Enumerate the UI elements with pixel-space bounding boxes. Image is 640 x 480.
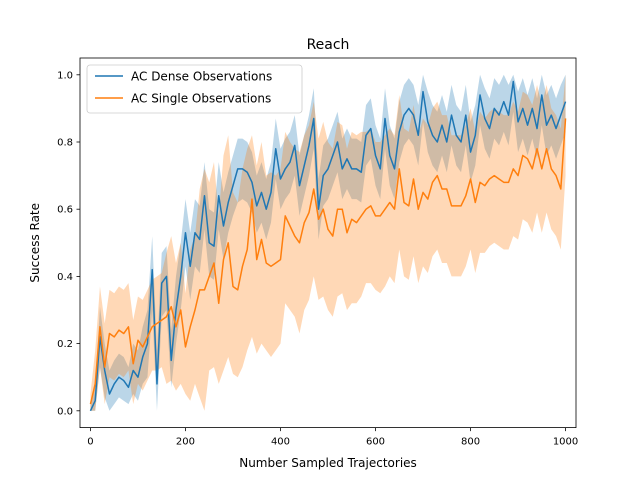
y-axis-ticks: 0.0 0.2 0.4 0.6 0.8 1.0: [57, 70, 80, 417]
y-tick-label: 1.0: [57, 70, 73, 81]
legend-box: [86, 64, 303, 114]
x-tick-label: 200: [176, 437, 195, 448]
legend: AC Dense Observations AC Single Observat…: [86, 64, 303, 114]
x-tick-label: 400: [271, 437, 290, 448]
confidence-bands: [90, 74, 566, 411]
y-tick-label: 0.8: [57, 138, 73, 149]
y-tick-label: 0.2: [57, 339, 73, 350]
y-tick-label: 0.4: [57, 272, 73, 283]
series-lines: [89, 80, 567, 412]
legend-label-dense: AC Dense Observations: [131, 70, 272, 84]
band-ac-dense-observations: [90, 74, 566, 411]
x-axis-ticks: 0 200 400 600 800 1000: [87, 427, 578, 448]
plot-frame: [79, 57, 577, 429]
y-axis-label: Success Rate: [28, 203, 42, 283]
x-axis-label: Number Sampled Trajectories: [239, 456, 417, 470]
legend-label-single: AC Single Observations: [131, 92, 271, 106]
x-tick-label: 1000: [553, 437, 578, 448]
x-tick-label: 600: [366, 437, 385, 448]
y-tick-label: 0.0: [57, 406, 73, 417]
band-ac-single-observations: [90, 74, 566, 411]
x-tick-label: 800: [461, 437, 480, 448]
chart-title: Reach: [307, 37, 350, 53]
y-tick-label: 0.6: [57, 205, 73, 216]
line-ac-single-observations: [89, 118, 567, 405]
line-ac-dense-observations: [89, 80, 567, 412]
x-tick-label: 0: [87, 437, 93, 448]
